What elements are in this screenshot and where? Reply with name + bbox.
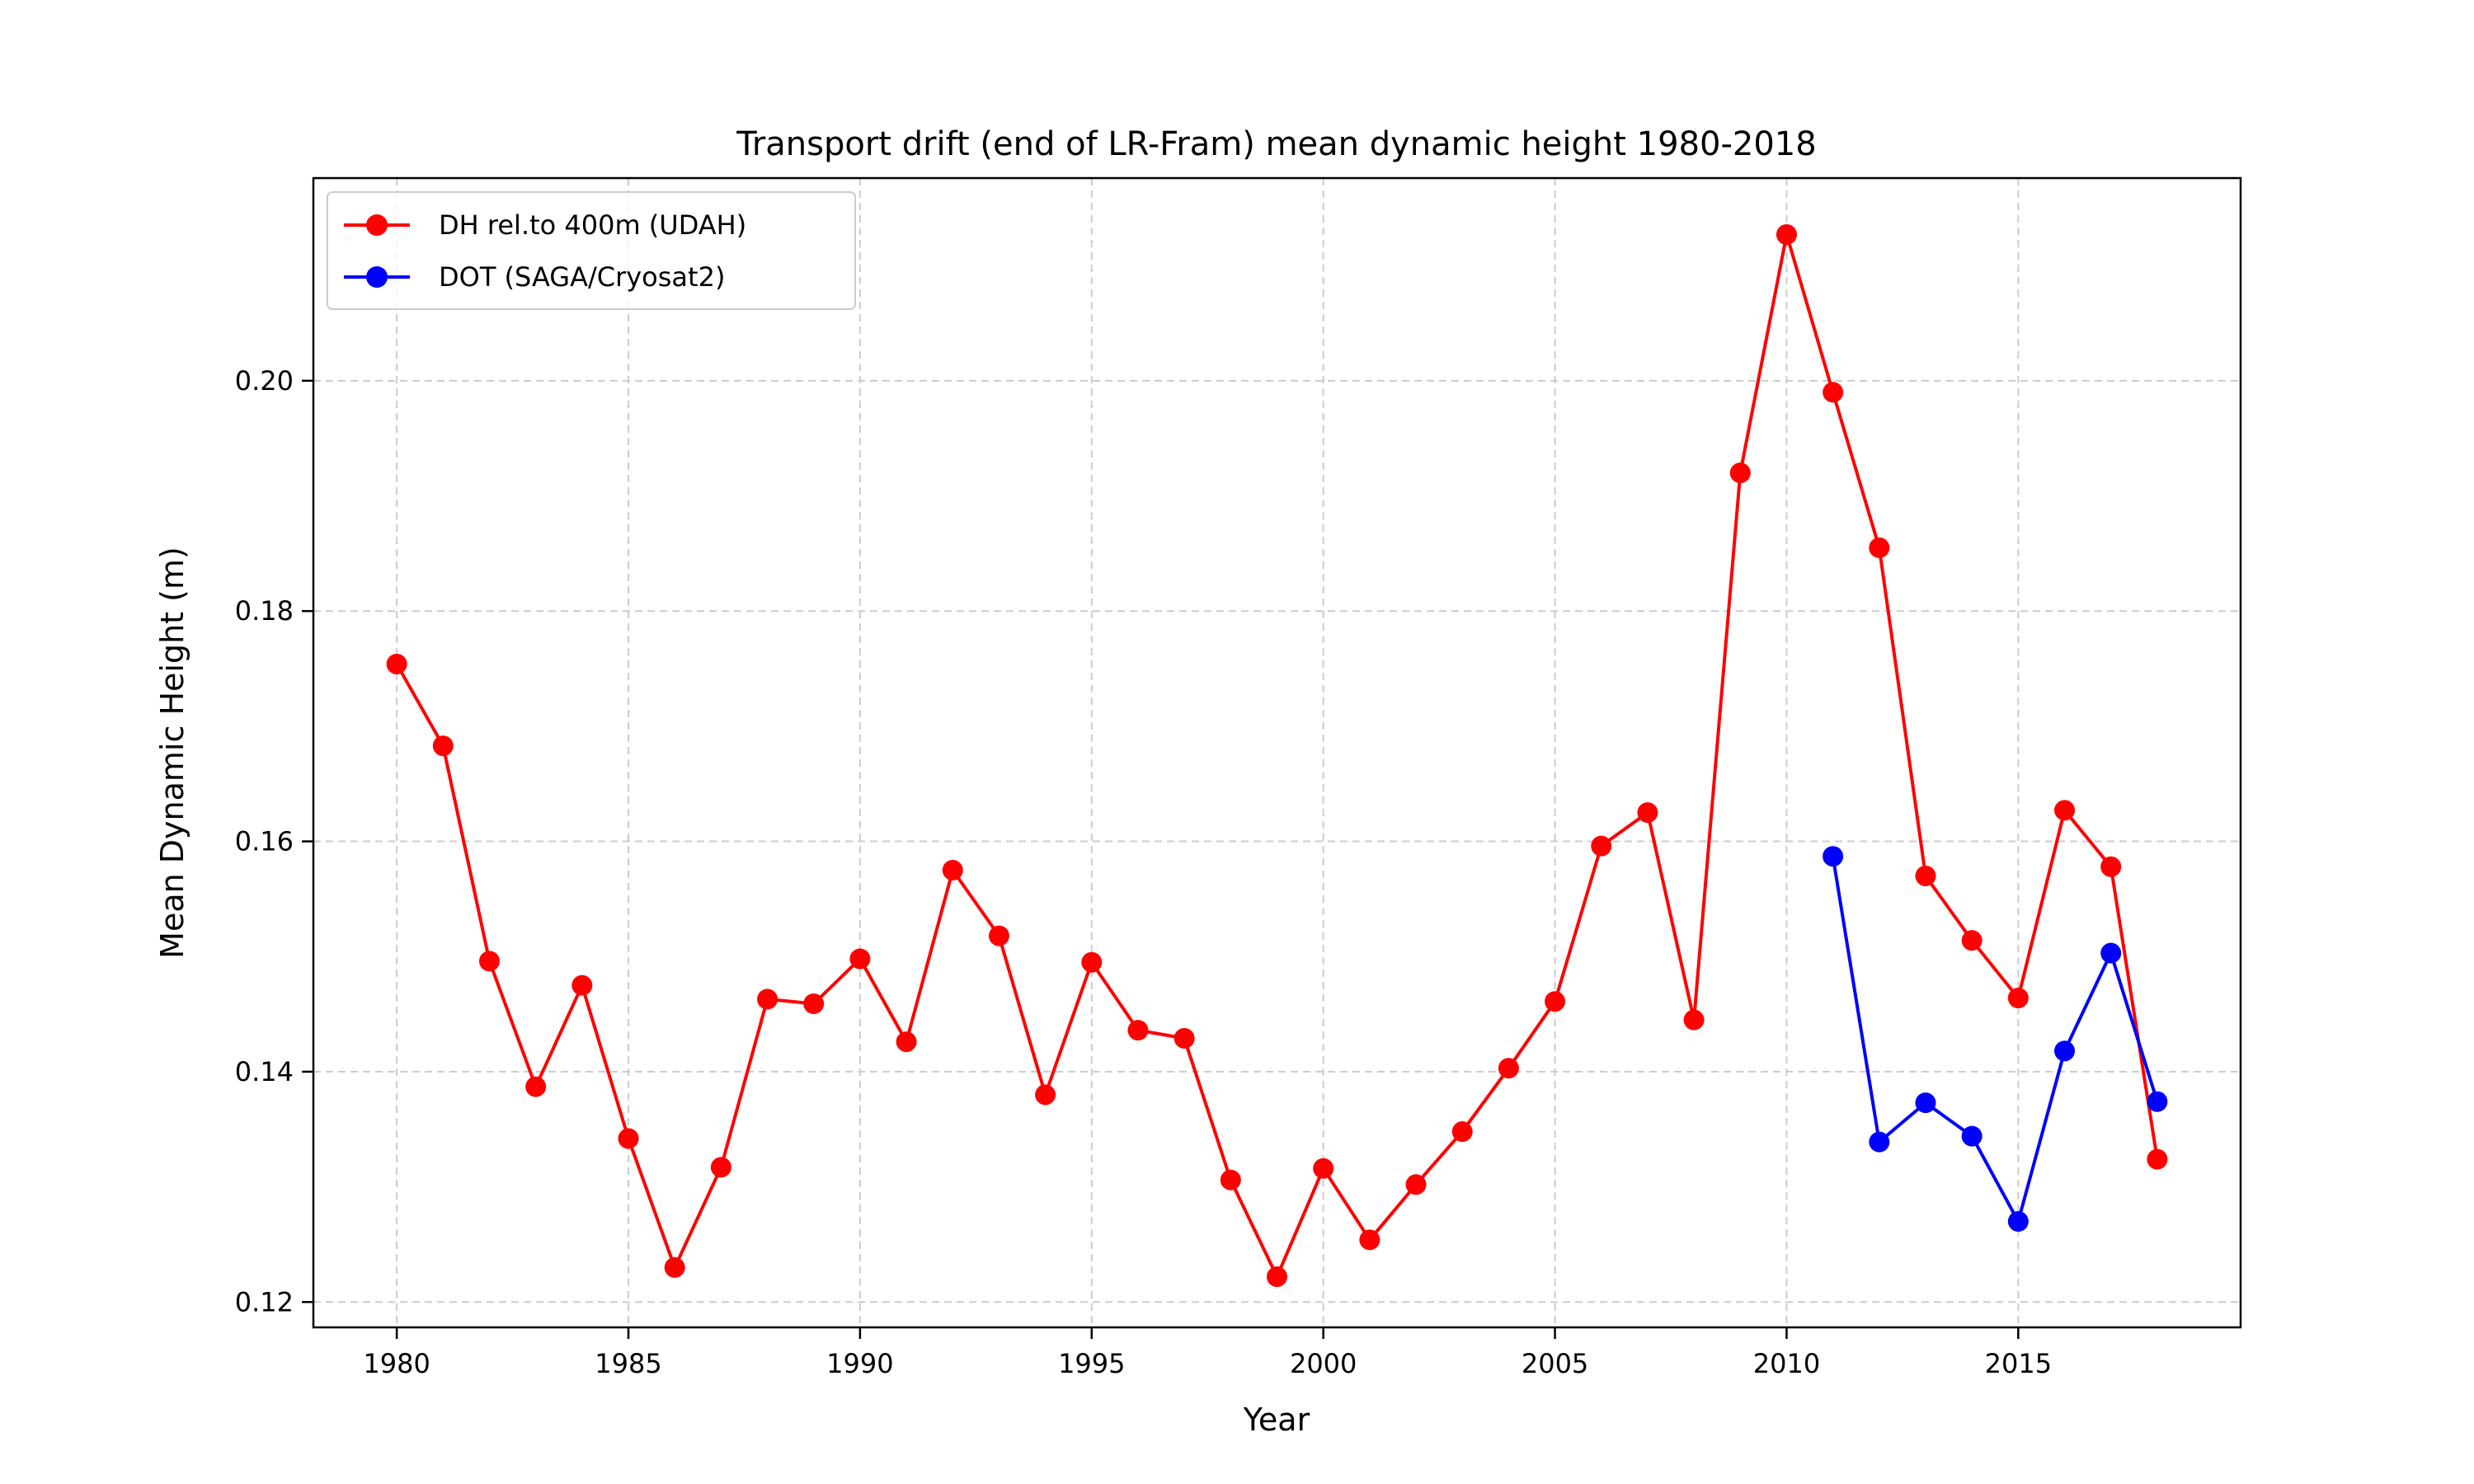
- data-point: [2007, 988, 2029, 1009]
- x-axis-title: Year: [1243, 1402, 1310, 1438]
- data-point: [1961, 930, 1982, 951]
- data-point: [1683, 1009, 1705, 1031]
- x-tick-label: 2010: [1753, 1348, 1820, 1379]
- y-tick-label: 0.18: [235, 595, 294, 627]
- data-point: [1359, 1229, 1380, 1251]
- data-point: [849, 948, 871, 970]
- data-point: [1637, 802, 1658, 824]
- y-tick-label: 0.12: [235, 1286, 294, 1317]
- x-tick-label: 1995: [1058, 1348, 1125, 1379]
- legend-marker-dot: [366, 266, 388, 288]
- plot-frame: [312, 176, 2242, 1329]
- series-layer: [386, 223, 2168, 1288]
- data-point: [710, 1157, 731, 1178]
- data-point: [1405, 1174, 1427, 1195]
- data-point: [2007, 1210, 2029, 1232]
- data-point: [2054, 1040, 2076, 1062]
- data-point: [2100, 856, 2122, 877]
- data-point: [1267, 1266, 1287, 1288]
- data-point: [1035, 1084, 1056, 1106]
- data-point: [988, 925, 1009, 946]
- data-point: [571, 974, 593, 996]
- x-tick-label: 2015: [1985, 1348, 2052, 1379]
- data-point: [1591, 835, 1612, 857]
- data-point: [1823, 382, 1844, 403]
- data-point: [1081, 951, 1103, 973]
- series-line: [395, 232, 2159, 1279]
- grid: [313, 178, 2241, 1327]
- chart-title: Transport drift (end of LR-Fram) mean dy…: [736, 125, 1816, 163]
- data-point: [1498, 1058, 1519, 1079]
- data-point: [1451, 1121, 1473, 1143]
- legend-label-dot: DOT (SAGA/Cryosat2): [439, 261, 725, 293]
- data-point: [1915, 865, 1936, 886]
- y-axis-title: Mean Dynamic Height (m): [154, 547, 190, 959]
- data-point: [1776, 223, 1797, 245]
- data-point: [1220, 1169, 1241, 1190]
- data-point: [2147, 1091, 2168, 1112]
- legend-marker-udah: [366, 214, 388, 236]
- data-point: [803, 993, 825, 1015]
- data-point: [1127, 1020, 1149, 1041]
- data-point: [1869, 1131, 1890, 1153]
- data-point: [2147, 1148, 2168, 1170]
- data-point: [432, 735, 454, 757]
- axes: 1980 1985 1990 1995 2000 2005 2010 2015 0.12 0.14…: [235, 365, 2052, 1379]
- data-point: [1545, 991, 1566, 1012]
- x-tick-label: 2005: [1522, 1348, 1588, 1379]
- data-point: [525, 1076, 547, 1097]
- data-point: [896, 1031, 917, 1053]
- series-line: [1831, 856, 2159, 1223]
- data-point: [1961, 1125, 1982, 1147]
- data-point: [618, 1128, 639, 1149]
- x-tick-label: 2000: [1290, 1348, 1357, 1379]
- legend-label-udah: DH rel.to 400m (UDAH): [439, 209, 746, 241]
- data-point: [1174, 1027, 1195, 1049]
- data-point: [2100, 942, 2122, 964]
- data-point: [1915, 1092, 1936, 1114]
- x-tick-label: 1985: [595, 1348, 661, 1379]
- data-point: [1869, 537, 1890, 558]
- data-point: [942, 859, 963, 881]
- data-point: [386, 653, 407, 674]
- data-point: [757, 989, 778, 1010]
- data-point: [1729, 463, 1751, 484]
- x-tick-label: 1980: [363, 1348, 430, 1379]
- data-point: [1313, 1158, 1334, 1179]
- legend-box: [327, 191, 856, 310]
- legend: DH rel.to 400m (UDAH) DOT (SAGA/Cryosat2…: [327, 191, 856, 310]
- x-tick-label: 1990: [826, 1348, 893, 1379]
- data-point: [478, 951, 500, 972]
- data-point: [1823, 846, 1844, 867]
- data-point: [664, 1256, 685, 1278]
- y-tick-label: 0.20: [235, 365, 294, 397]
- data-point: [2054, 800, 2076, 821]
- series-1: [1823, 846, 2168, 1232]
- y-tick-label: 0.14: [235, 1056, 294, 1087]
- series-0: [386, 223, 2168, 1288]
- y-tick-label: 0.16: [235, 826, 294, 857]
